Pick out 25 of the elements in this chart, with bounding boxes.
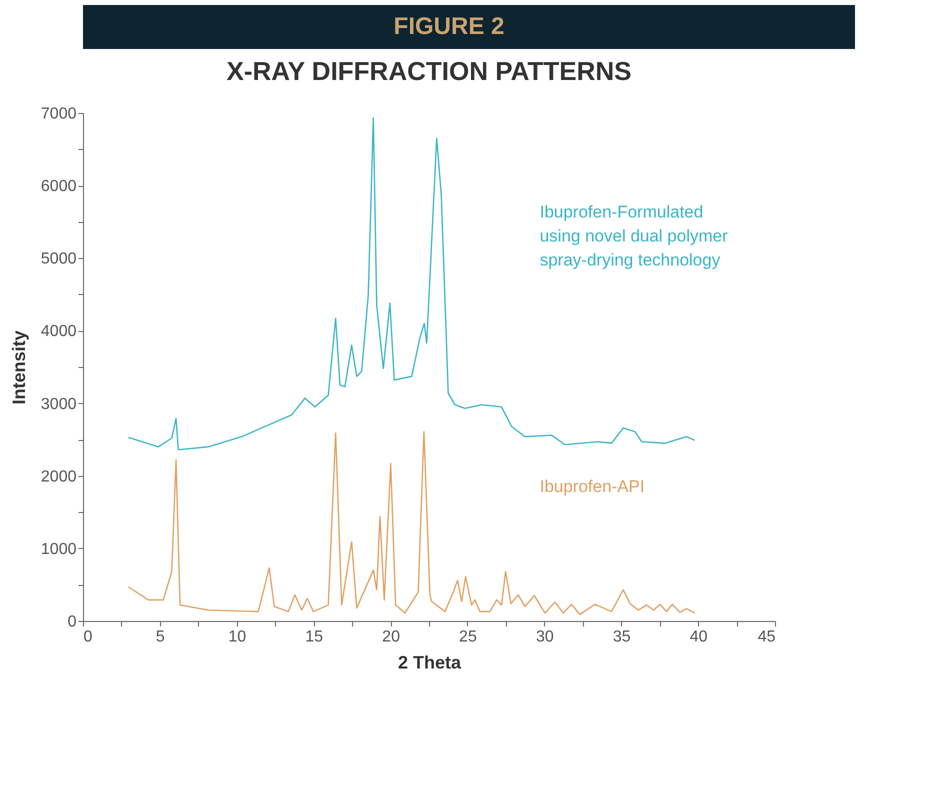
y-tick-label: 6000 (40, 178, 77, 196)
x-axis-title: 2 Theta (398, 652, 462, 672)
y-tick-label: 0 (68, 614, 77, 630)
text: Ibuprofen-Formulated using novel dual polymer spray-drying technology (540, 202, 728, 270)
x-tick-label: 40 (690, 628, 708, 646)
line-series (128, 430, 696, 616)
x-tick-label: 25 (459, 628, 477, 646)
x-tick-label: 5 (156, 628, 165, 646)
y-tick-label: 1000 (40, 540, 77, 558)
text: Ibuprofen-API (540, 476, 645, 496)
y-tick-label: 5000 (40, 250, 77, 268)
y-tick-label: 4000 (40, 323, 77, 340)
y-axis-title: Intensity (8, 330, 29, 405)
x-tick-label: 45 (758, 628, 776, 646)
x-tick-label: 10 (228, 628, 246, 646)
y-tick-label: 7000 (40, 106, 77, 122)
x-tick-label: 20 (382, 628, 400, 646)
y-tick-label: 3000 (40, 396, 77, 413)
x-tick-label: 35 (612, 628, 631, 646)
y-tick-label: 2000 (40, 468, 77, 486)
caption: FIGURE 2 (394, 13, 504, 40)
x-tick-label: 15 (305, 628, 324, 646)
x-tick-label: 0 (84, 628, 92, 646)
chart-title: X-RAY DIFFRACTION PATTERNS (226, 56, 632, 86)
x-tick-label: 30 (536, 628, 554, 646)
